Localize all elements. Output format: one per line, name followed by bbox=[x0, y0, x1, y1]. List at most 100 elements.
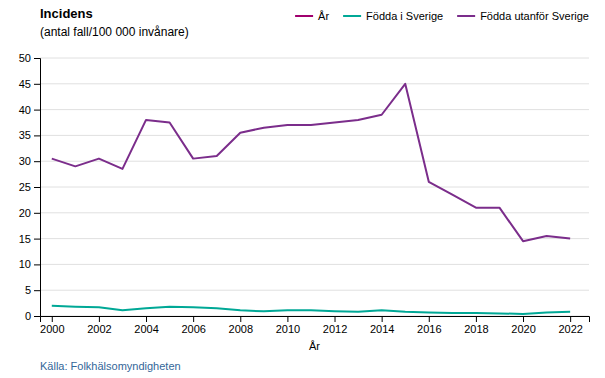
tick: 2012 bbox=[323, 316, 347, 335]
tick-mark bbox=[146, 316, 147, 322]
tick-mark bbox=[52, 316, 53, 322]
tick-mark bbox=[34, 213, 40, 214]
tick: 2016 bbox=[417, 316, 441, 335]
tick-label: 2010 bbox=[276, 323, 300, 335]
tick-mark bbox=[193, 316, 194, 322]
tick-mark bbox=[523, 316, 524, 322]
tick-label: 2002 bbox=[87, 323, 111, 335]
tick-label: 10 bbox=[19, 258, 31, 270]
tick: 40 bbox=[19, 104, 40, 116]
legend-swatch bbox=[343, 15, 361, 17]
x-axis-label: År bbox=[309, 340, 320, 352]
grid-line bbox=[40, 238, 589, 239]
tick-mark bbox=[99, 316, 100, 322]
tick: 2018 bbox=[464, 316, 488, 335]
chart: 2000200220042006200820102012201420162018… bbox=[0, 0, 605, 378]
tick: 2006 bbox=[181, 316, 205, 335]
tick-label: 0 bbox=[25, 310, 31, 322]
series-line bbox=[52, 306, 570, 314]
tick: 2004 bbox=[134, 316, 158, 335]
tick-label: 15 bbox=[19, 233, 31, 245]
legend-label: Födda utanför Sverige bbox=[480, 10, 589, 22]
grid-line bbox=[40, 212, 589, 213]
tick-mark bbox=[34, 316, 40, 317]
tick-label: 5 bbox=[25, 284, 31, 296]
grid-line bbox=[40, 58, 589, 59]
tick: 45 bbox=[19, 78, 40, 90]
title: Incidens bbox=[40, 6, 93, 21]
tick-mark bbox=[34, 239, 40, 240]
legend-label: År bbox=[318, 10, 329, 22]
tick-label: 2006 bbox=[181, 323, 205, 335]
tick: 10 bbox=[19, 258, 40, 270]
tick-label: 45 bbox=[19, 78, 31, 90]
tick: 2008 bbox=[229, 316, 253, 335]
tick: 30 bbox=[19, 155, 40, 167]
tick-label: 2004 bbox=[134, 323, 158, 335]
tick-label: 40 bbox=[19, 104, 31, 116]
series-line bbox=[52, 84, 570, 241]
tick-mark bbox=[429, 316, 430, 322]
tick: 2000 bbox=[40, 316, 64, 335]
tick-label: 50 bbox=[19, 52, 31, 64]
tick-label: 25 bbox=[19, 181, 31, 193]
tick-label: 2008 bbox=[229, 323, 253, 335]
tick-mark bbox=[240, 316, 241, 322]
tick: 25 bbox=[19, 181, 40, 193]
tick: 35 bbox=[19, 129, 40, 141]
y-axis: 0 5 10 15 20 25 30 35 40 45 50 bbox=[19, 52, 41, 322]
grid-line bbox=[40, 161, 589, 162]
tick-label: 2020 bbox=[511, 323, 535, 335]
plot-area bbox=[52, 84, 570, 314]
grid-line bbox=[40, 109, 589, 110]
legend-swatch bbox=[295, 15, 313, 17]
tick-mark bbox=[34, 264, 40, 265]
tick-label: 2022 bbox=[558, 323, 582, 335]
tick-mark bbox=[34, 58, 40, 59]
legend-item: Födda utanför Sverige bbox=[457, 10, 589, 22]
tick-mark bbox=[382, 316, 383, 322]
tick-mark bbox=[34, 84, 40, 85]
tick-mark bbox=[476, 316, 477, 322]
tick-label: 2012 bbox=[323, 323, 347, 335]
tick-label: 35 bbox=[19, 129, 31, 141]
tick: 0 bbox=[25, 310, 40, 322]
legend-item: Födda i Sverige bbox=[343, 10, 443, 22]
tick-label: 2014 bbox=[370, 323, 394, 335]
tick: 2020 bbox=[511, 316, 535, 335]
tick-mark bbox=[287, 316, 288, 322]
tick-label: 2016 bbox=[417, 323, 441, 335]
tick: 15 bbox=[19, 233, 40, 245]
tick-mark bbox=[34, 161, 40, 162]
tick: 2022 bbox=[558, 316, 582, 335]
grid-line bbox=[40, 290, 589, 291]
axis-line bbox=[34, 59, 41, 317]
x-axis: 2000 2002 2004 2006 2008 2010 2012 2014 2016 2018… bbox=[40, 316, 589, 335]
tick: 20 bbox=[19, 207, 40, 219]
grid-line bbox=[40, 83, 589, 84]
tick-label: 30 bbox=[19, 155, 31, 167]
tick: 2002 bbox=[87, 316, 111, 335]
tick-label: 2018 bbox=[464, 323, 488, 335]
legend-swatch bbox=[457, 15, 475, 17]
tick-mark bbox=[570, 316, 571, 322]
tick-mark bbox=[34, 187, 40, 188]
legend-label: Födda i Sverige bbox=[366, 10, 443, 22]
tick-mark bbox=[34, 135, 40, 136]
tick-label: 2000 bbox=[40, 323, 64, 335]
tick-mark bbox=[335, 316, 336, 322]
subtitle: (antal fall/100 000 invånare) bbox=[40, 25, 189, 39]
tick: 2010 bbox=[276, 316, 300, 335]
grid-line bbox=[40, 135, 589, 136]
grid-line bbox=[40, 264, 589, 265]
tick-label: 20 bbox=[19, 207, 31, 219]
tick: 50 bbox=[19, 52, 40, 64]
tick-mark bbox=[34, 290, 40, 291]
annotation: Källa: Folkhälsomyndigheten bbox=[40, 360, 181, 372]
legend-item: År bbox=[295, 10, 329, 22]
legend: År Födda i Sverige Födda utanför Sverige bbox=[295, 10, 589, 22]
grid bbox=[40, 58, 589, 316]
tick: 5 bbox=[25, 284, 40, 296]
axis-line bbox=[41, 317, 590, 323]
tick: 2014 bbox=[370, 316, 394, 335]
